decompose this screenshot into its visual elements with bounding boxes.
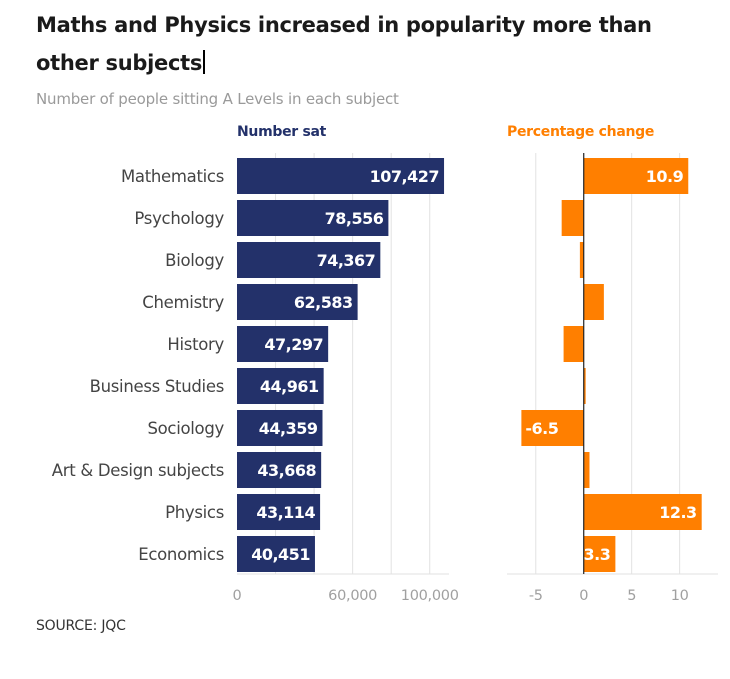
data-label-number-sat-art-and-design-subjects: 43,668 (257, 461, 316, 480)
percentage-change-panel: Percentage change 10.9 -6.5 12.3 3.3 -5 0 5 10 (507, 124, 718, 604)
bar-number-sat-mathematics (237, 158, 445, 194)
bar-number-sat-sociology (237, 410, 323, 446)
bar-percentage-change-physics (583, 494, 702, 530)
category-label-biology: Biology (165, 251, 224, 270)
data-label-number-sat-psychology: 78,556 (325, 209, 384, 228)
data-label-number-sat-economics: 40,451 (251, 545, 310, 564)
bar-number-sat-art-and-design-subjects (237, 452, 322, 488)
data-label-number-sat-business-studies: 44,961 (260, 377, 319, 396)
data-label-percentage-change-economics: 3.3 (584, 545, 611, 564)
category-label-art-and-design-subjects: Art & Design subjects (52, 461, 224, 480)
data-label-percentage-change-mathematics: 10.9 (646, 167, 684, 186)
panel-title-number-sat: Number sat (237, 124, 327, 140)
bar-percentage-change-sociology (521, 410, 584, 446)
data-label-percentage-change-sociology: -6.5 (525, 419, 558, 438)
bar-percentage-change-chemistry (583, 284, 604, 320)
x-tick-label-right: 5 (627, 588, 636, 604)
bar-percentage-change-art-and-design-subjects (583, 452, 590, 488)
bar-percentage-change-business-studies (583, 368, 586, 404)
bar-number-sat-psychology (237, 200, 389, 236)
category-label-sociology: Sociology (147, 419, 224, 438)
x-tick-label-left: 100,000 (401, 588, 459, 604)
data-label-number-sat-history: 47,297 (264, 335, 323, 354)
data-label-percentage-change-physics: 12.3 (659, 503, 696, 522)
category-label-mathematics: Mathematics (121, 167, 224, 186)
category-label-history: History (167, 335, 224, 354)
data-label-number-sat-physics: 43,114 (256, 503, 315, 522)
x-tick-label-left: 0 (233, 588, 242, 604)
category-label-psychology: Psychology (134, 209, 224, 228)
bar-percentage-change-biology (579, 242, 584, 278)
data-label-number-sat-sociology: 44,359 (259, 419, 318, 438)
bar-number-sat-chemistry (237, 284, 358, 320)
category-label-business-studies: Business Studies (90, 377, 224, 396)
number-sat-panel: Number sat Mathematics 107,427 Psychology 78… (52, 124, 459, 604)
bar-number-sat-economics (237, 536, 315, 572)
x-tick-label-left: 60,000 (328, 588, 377, 604)
x-tick-label-right: -5 (529, 588, 543, 604)
data-label-number-sat-biology: 74,367 (317, 251, 376, 270)
bar-number-sat-biology (237, 242, 381, 278)
data-label-number-sat-mathematics: 107,427 (370, 167, 439, 186)
chart-title-text: Maths and Physics increased in popularit… (36, 13, 652, 75)
text-cursor (203, 50, 205, 74)
bar-number-sat-physics (237, 494, 321, 530)
source-note: SOURCE: JQC (36, 618, 126, 634)
chart-title: Maths and Physics increased in popularit… (36, 6, 716, 82)
bar-percentage-change-economics (583, 536, 616, 572)
bar-percentage-change-mathematics (583, 158, 689, 194)
x-tick-label-right: 10 (671, 588, 689, 604)
bar-percentage-change-history (563, 326, 584, 362)
x-tick-label-right: 0 (579, 588, 588, 604)
panel-title-percentage-change: Percentage change (507, 124, 654, 140)
bar-number-sat-history (237, 326, 329, 362)
data-label-number-sat-chemistry: 62,583 (294, 293, 353, 312)
bar-percentage-change-psychology (561, 200, 584, 236)
bar-number-sat-business-studies (237, 368, 324, 404)
chart-subtitle: Number of people sitting A Levels in eac… (36, 90, 399, 108)
category-label-chemistry: Chemistry (142, 293, 224, 312)
category-label-economics: Economics (138, 545, 224, 564)
category-label-physics: Physics (165, 503, 224, 522)
